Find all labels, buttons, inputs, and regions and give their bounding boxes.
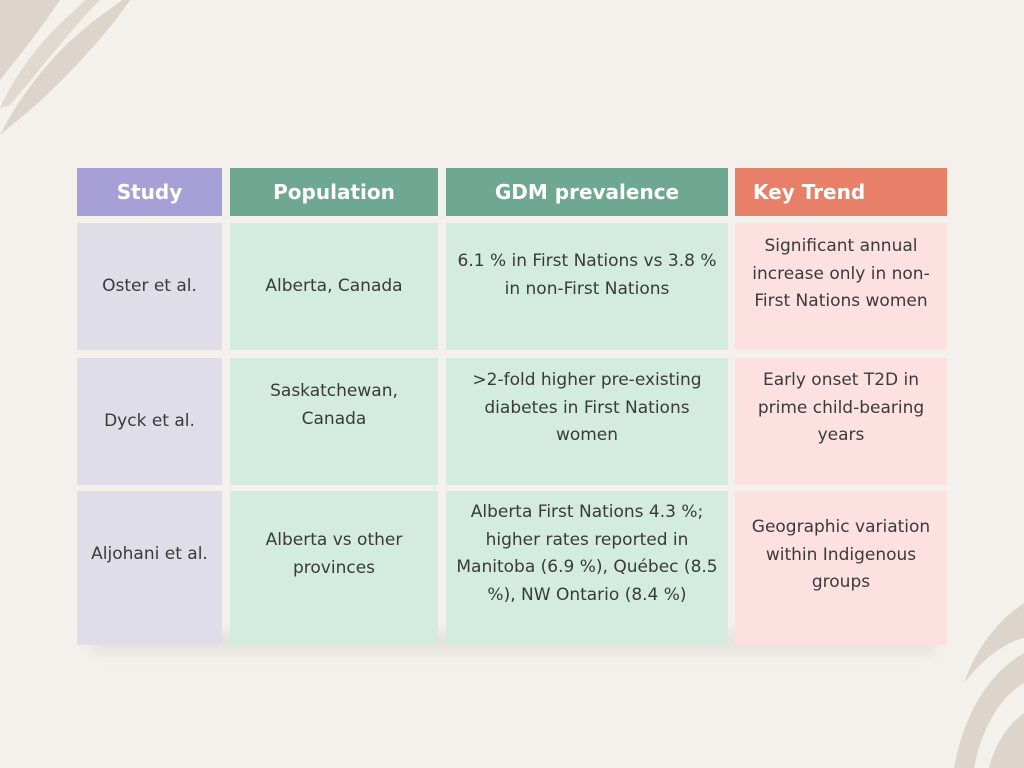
table-row-3-gdm-prevalence: Alberta First Nations 4.3 %; higher rate… <box>446 491 728 645</box>
corner-decoration-bottom-right <box>954 603 1024 768</box>
table-row-1-gdm-prevalence: 6.1 % in First Nations vs 3.8 % in non-F… <box>446 223 728 350</box>
header-population: Population <box>230 168 438 216</box>
header-gdm-prevalence: GDM prevalence <box>446 168 728 216</box>
table-row-3-study: Aljohani et al. <box>77 491 222 645</box>
table-row-2-study: Dyck et al. <box>77 358 222 485</box>
corner-decoration-top-left <box>0 0 130 135</box>
table-row-1-study: Oster et al. <box>77 223 222 350</box>
table-row-1-key-trend: Significant annual increase only in non-… <box>735 223 947 350</box>
table-row-1-population: Alberta, Canada <box>230 223 438 350</box>
table-row-2-key-trend: Early onset T2D in prime child-bearing y… <box>735 358 947 485</box>
header-study: Study <box>77 168 222 216</box>
table-row-3-key-trend: Geographic variation within Indigenous g… <box>735 491 947 645</box>
table-row-2-gdm-prevalence: >2-fold higher pre-existing diabetes in … <box>446 358 728 485</box>
table-row-2-population: Saskatchewan, Canada <box>230 358 438 485</box>
header-key-trend: Key Trend <box>735 168 947 216</box>
table-row-3-population: Alberta vs other provinces <box>230 491 438 645</box>
